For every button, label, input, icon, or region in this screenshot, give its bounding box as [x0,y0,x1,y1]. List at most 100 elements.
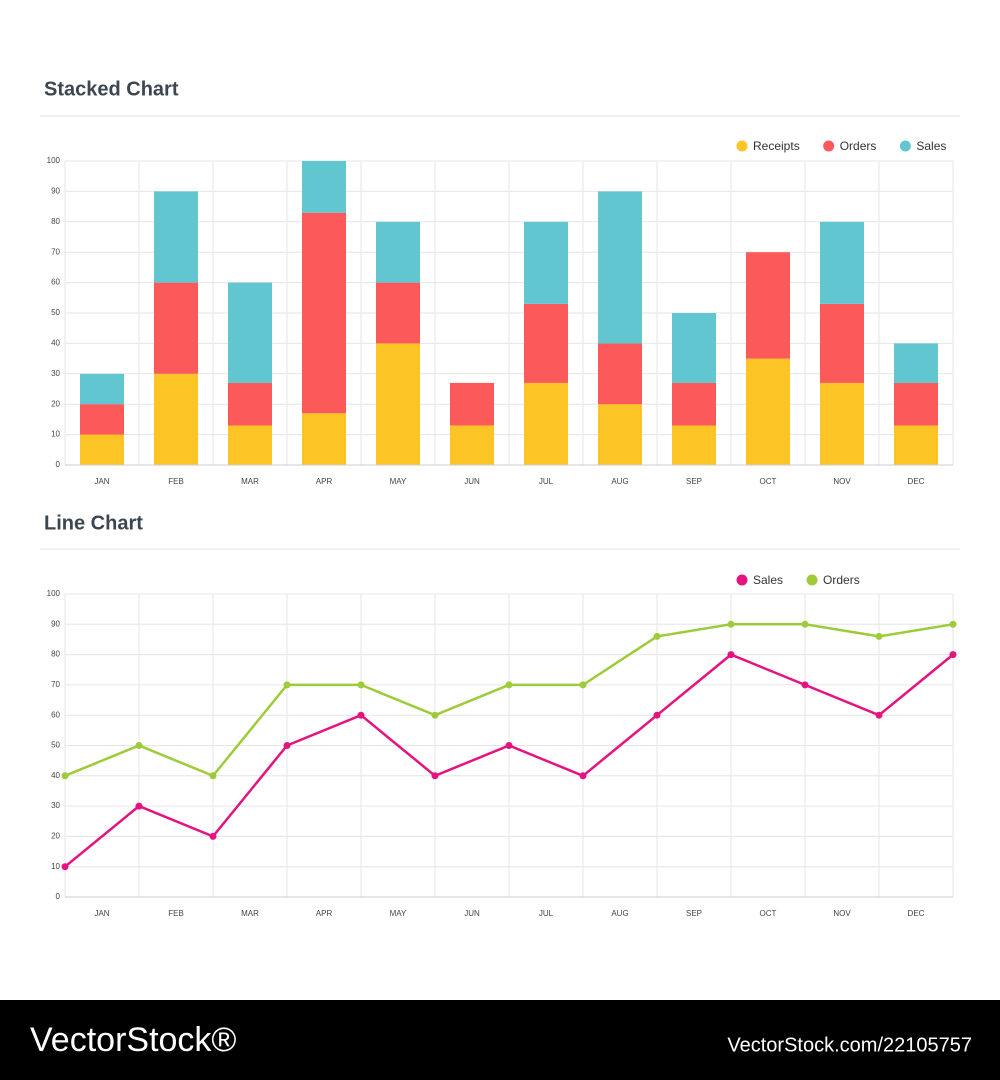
bar-segment [598,191,642,344]
point [875,711,883,719]
y-tick-label: 10 [51,862,60,871]
y-tick-label: 40 [51,771,60,780]
point [949,620,957,628]
y-tick-label: 60 [51,278,60,287]
x-tick-label: JUN [464,477,480,486]
legend-label: Orders [823,573,860,587]
point [357,711,365,719]
point [653,711,661,719]
bar-segment [894,343,938,383]
point [727,651,735,659]
bar-segment [80,434,124,465]
point [801,620,809,628]
bar-segment [894,382,938,426]
bar-segment [524,303,568,383]
bar-segment [228,282,272,383]
point [949,651,957,659]
point [283,742,291,749]
y-tick-label: 90 [51,187,60,196]
y-tick-label: 80 [51,650,60,659]
footer-brand: VectorStock® [30,1021,236,1059]
bar-segment [524,382,568,465]
point [209,832,217,840]
legend-swatch [806,574,818,586]
bar-segment [80,373,124,405]
y-tick-label: 0 [56,460,61,469]
footer-bar [0,1000,1000,1080]
bar-segment [228,425,272,465]
legend-swatch [899,140,911,152]
y-tick-label: 30 [51,369,60,378]
point [357,681,365,689]
legend-swatch [736,140,748,152]
x-tick-label: DEC [908,909,925,918]
bar-segment [894,425,938,465]
bar-segment [672,382,716,426]
x-tick-label: OCT [760,477,777,486]
x-tick-label: AUG [611,909,628,918]
bar-segment [672,425,716,465]
point [727,620,735,628]
x-tick-label: DEC [908,477,925,486]
footer-url: VectorStock.com/22105757 [727,1034,972,1056]
bar-segment [376,282,420,344]
point [431,711,439,719]
x-tick-label: APR [316,477,333,486]
point [209,772,217,780]
bar-segment [376,221,420,283]
point [653,632,661,640]
bar-segment [154,373,198,465]
y-tick-label: 50 [51,741,60,750]
x-tick-label: MAR [241,909,259,918]
point [61,772,69,780]
x-tick-label: FEB [168,909,184,918]
chart-title: Stacked Chart [44,78,179,100]
y-tick-label: 90 [51,619,60,628]
point [875,632,883,640]
x-tick-label: JUL [539,477,554,486]
legend-label: Sales [916,139,946,153]
x-tick-label: JUL [539,909,554,918]
bar-segment [820,221,864,304]
y-tick-label: 20 [51,399,60,408]
bar-segment [820,303,864,383]
x-tick-label: FEB [168,477,184,486]
bar-segment [302,161,346,213]
x-tick-label: JUN [464,909,480,918]
y-tick-label: 0 [56,892,61,901]
bar-segment [450,425,494,465]
x-tick-label: NOV [833,477,851,486]
legend-label: Sales [753,573,783,587]
point [801,681,809,689]
x-tick-label: NOV [833,909,851,918]
x-tick-label: SEP [686,477,702,486]
y-tick-label: 70 [51,247,60,256]
point [135,742,143,749]
y-tick-label: 70 [51,680,60,689]
y-tick-label: 100 [47,589,61,598]
bar-segment [524,221,568,304]
bar-segment [672,313,716,383]
point [283,681,291,689]
bar-segment [450,382,494,426]
point [579,681,587,689]
y-tick-label: 30 [51,801,60,810]
x-tick-label: MAY [390,909,407,918]
point [61,863,69,871]
x-tick-label: SEP [686,909,702,918]
bar-segment [154,191,198,283]
y-tick-label: 10 [51,430,60,439]
legend-label: Receipts [753,139,800,153]
y-tick-label: 50 [51,308,60,317]
bar-segment [820,382,864,465]
x-tick-label: JAN [94,909,109,918]
x-tick-label: MAR [241,477,259,486]
x-tick-label: JAN [94,477,109,486]
x-tick-label: AUG [611,477,628,486]
y-tick-label: 20 [51,832,60,841]
bar-segment [746,252,790,359]
x-tick-label: APR [316,909,333,918]
point [505,681,513,689]
y-tick-label: 80 [51,217,60,226]
